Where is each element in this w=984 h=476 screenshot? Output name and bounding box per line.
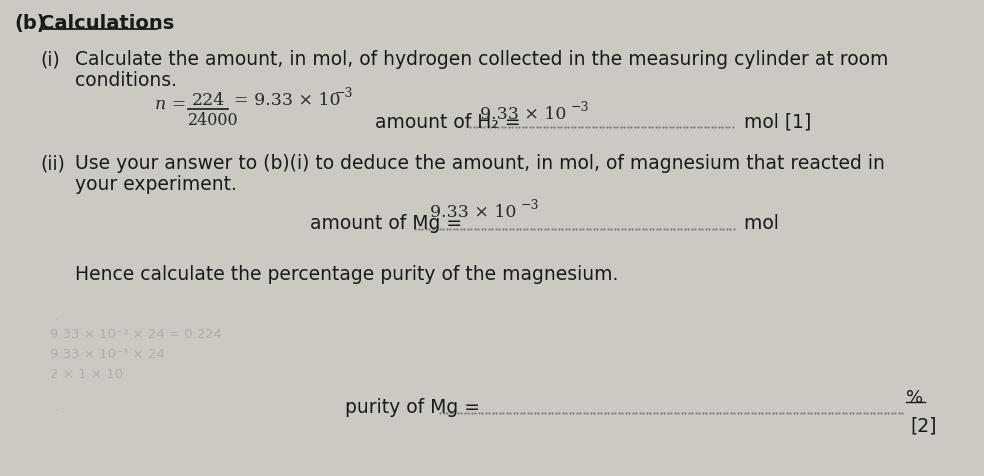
Text: mol [1]: mol [1] bbox=[738, 113, 812, 132]
Text: 9.33 × 10⁻³ × 24: 9.33 × 10⁻³ × 24 bbox=[50, 348, 164, 361]
Text: conditions.: conditions. bbox=[75, 71, 177, 90]
Text: amount of Mg =: amount of Mg = bbox=[310, 214, 468, 233]
Text: (i): (i) bbox=[40, 50, 60, 69]
Text: 9.33 × 10⁻³ × 24 = 0.224: 9.33 × 10⁻³ × 24 = 0.224 bbox=[50, 328, 222, 341]
Text: .: . bbox=[55, 400, 59, 413]
Text: .: . bbox=[55, 310, 59, 323]
Text: n =: n = bbox=[155, 96, 186, 113]
Text: amount of H₂ =: amount of H₂ = bbox=[375, 113, 526, 132]
Text: Use your answer to (b)(i) to deduce the amount, in mol, of magnesium that reacte: Use your answer to (b)(i) to deduce the … bbox=[75, 154, 885, 173]
Text: (ii): (ii) bbox=[40, 154, 65, 173]
Text: −3: −3 bbox=[571, 101, 589, 114]
Text: 224: 224 bbox=[192, 92, 225, 109]
Text: purity of Mg =: purity of Mg = bbox=[345, 398, 486, 417]
Text: Calculate the amount, in mol, of hydrogen collected in the measuring cylinder at: Calculate the amount, in mol, of hydroge… bbox=[75, 50, 889, 69]
Text: 9.33 × 10: 9.33 × 10 bbox=[480, 106, 567, 123]
Text: %: % bbox=[906, 389, 923, 407]
Text: 2 × 1 × 10: 2 × 1 × 10 bbox=[50, 368, 123, 381]
Text: Hence calculate the percentage purity of the magnesium.: Hence calculate the percentage purity of… bbox=[75, 265, 618, 284]
Text: (b): (b) bbox=[14, 14, 45, 33]
Text: −3: −3 bbox=[521, 199, 539, 212]
Text: 9.33 × 10: 9.33 × 10 bbox=[430, 204, 517, 221]
Text: [2]: [2] bbox=[910, 416, 937, 435]
Text: = 9.33 × 10: = 9.33 × 10 bbox=[234, 92, 340, 109]
Text: mol: mol bbox=[738, 214, 779, 233]
Text: Calculations: Calculations bbox=[40, 14, 174, 33]
Text: your experiment.: your experiment. bbox=[75, 175, 237, 194]
Text: −3: −3 bbox=[335, 87, 353, 100]
Text: 24000: 24000 bbox=[188, 112, 239, 129]
